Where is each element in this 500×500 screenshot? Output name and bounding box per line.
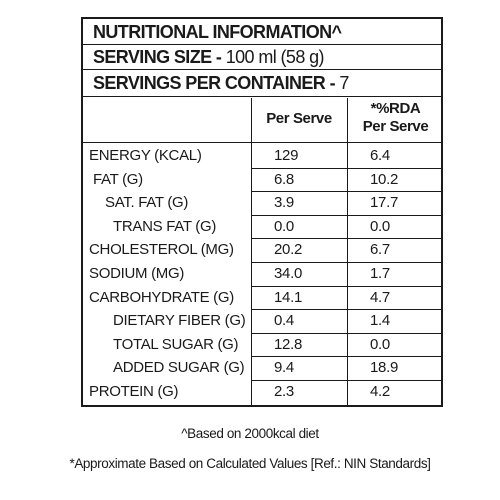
nutrient-name: CHOLESTEROL (MG)	[89, 241, 234, 259]
rda-value: 1.4	[370, 312, 390, 330]
per-serve-value: 3.9	[274, 194, 294, 212]
column-header-rda: *%RDA Per Serve	[348, 100, 443, 136]
row-divider	[251, 380, 441, 381]
serving-size-label: SERVING SIZE -	[93, 47, 222, 67]
rda-value: 4.2	[370, 383, 390, 400]
row-divider	[251, 238, 441, 240]
rda-value: 18.9	[370, 359, 398, 377]
nutrient-name: FAT (G)	[93, 170, 143, 188]
row-divider	[251, 285, 441, 287]
per-serve-value: 12.8	[274, 335, 302, 353]
rda-header-line1: *%RDA	[370, 100, 421, 117]
servings-label: SERVINGS PER CONTAINER -	[93, 73, 336, 93]
nutrient-name: TRANS FAT (G)	[113, 217, 217, 235]
row-divider	[251, 167, 441, 169]
rda-header-line2: Per Serve	[362, 118, 429, 135]
serving-size-value: 100 ml (58 g)	[225, 47, 325, 67]
per-serve-header-text: Per Serve	[266, 110, 332, 127]
rda-value: 17.7	[370, 194, 398, 212]
nutrient-name: SAT. FAT (G)	[105, 194, 189, 212]
footnote-diet-basis: ^Based on 2000kcal diet	[181, 426, 319, 441]
servings-value: 7	[339, 73, 349, 93]
per-serve-value: 20.2	[274, 241, 302, 259]
nutrient-name: ENERGY (KCAL)	[89, 147, 202, 164]
footnote-approximation: *Approximate Based on Calculated Values …	[69, 456, 431, 471]
nutrient-name: TOTAL SUGAR (G)	[113, 335, 239, 353]
per-serve-value: 6.8	[274, 170, 294, 188]
row-divider	[251, 262, 441, 263]
rda-value: 1.7	[370, 265, 390, 282]
nutrient-name: ADDED SUGAR (G)	[113, 359, 245, 377]
rda-value: 10.2	[370, 170, 398, 188]
per-serve-value: 2.3	[274, 383, 294, 400]
divider-column-headers	[83, 142, 441, 143]
nutrition-facts-panel: NUTRITIONAL INFORMATION^ SERVING SIZE - …	[81, 17, 443, 407]
nutrient-name: PROTEIN (G)	[89, 383, 179, 400]
per-serve-value: 14.1	[274, 288, 302, 306]
divider-title	[83, 44, 441, 45]
rda-value: 0.0	[370, 335, 390, 353]
nutrient-name: SODIUM (MG)	[89, 265, 185, 282]
column-divider-2	[347, 98, 348, 405]
per-serve-value: 34.0	[274, 265, 302, 282]
rda-value: 6.7	[370, 241, 390, 259]
nutrient-name: CARBOHYDRATE (G)	[89, 288, 234, 306]
column-header-per-serve: Per Serve	[252, 110, 346, 128]
rda-value: 0.0	[370, 217, 390, 235]
row-divider	[251, 309, 441, 311]
per-serve-value: 0.0	[274, 217, 294, 235]
serving-size-line: SERVING SIZE - 100 ml (58 g)	[93, 47, 325, 67]
row-divider	[251, 191, 441, 193]
servings-line: SERVINGS PER CONTAINER - 7	[93, 73, 349, 93]
title-text: NUTRITIONAL INFORMATION^	[93, 22, 342, 42]
panel-title: NUTRITIONAL INFORMATION^	[93, 22, 342, 42]
column-divider-1	[251, 98, 252, 405]
divider-servings	[83, 96, 441, 97]
row-divider	[251, 214, 441, 216]
divider-serving-size	[83, 69, 441, 70]
nutrient-name: DIETARY FIBER (G)	[113, 312, 246, 330]
per-serve-value: 0.4	[274, 312, 294, 330]
per-serve-value: 129	[274, 147, 299, 164]
rda-value: 4.7	[370, 288, 390, 306]
per-serve-value: 9.4	[274, 359, 294, 377]
row-divider	[251, 356, 441, 358]
row-divider	[251, 332, 441, 334]
rda-value: 6.4	[370, 147, 390, 164]
